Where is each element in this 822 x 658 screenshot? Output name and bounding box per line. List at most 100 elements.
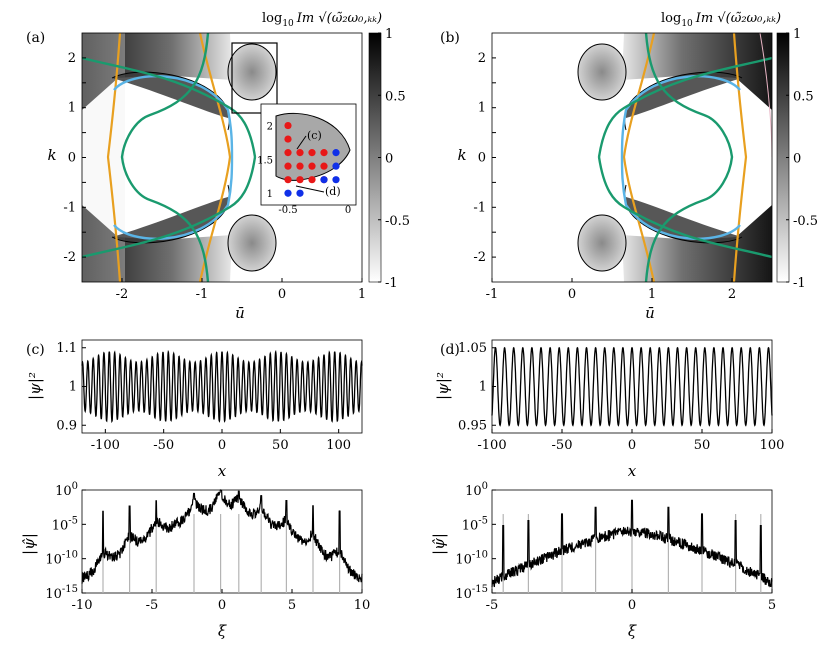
colorbar-tick-label: 0.5	[793, 89, 814, 104]
panel-a-lower-blob	[227, 214, 277, 272]
panel-a: (a) -2-	[26, 11, 410, 322]
inset-red-point	[284, 121, 292, 130]
colorbar-tick-label: -0.5	[793, 214, 818, 229]
y-tick-label: 1	[69, 380, 77, 395]
x-tick-label: -50	[153, 438, 174, 453]
x-tick-label: 10	[354, 598, 371, 613]
panel-a-upper-blob	[227, 43, 277, 101]
x-tick-label: -1	[196, 287, 209, 302]
y-tick-label: 1.1	[56, 341, 77, 356]
inset-y-tick-label: 1	[267, 189, 273, 200]
x-tick-label: 5	[288, 598, 296, 613]
panel-c-xlabel: x	[218, 462, 227, 480]
panel-c-x-ticks: -100 -50 0 50 100	[91, 429, 351, 453]
inset-red-point	[296, 162, 304, 170]
panel-a-colorbar-title: log10 Im √(ω̃₂ω₀,ₖₖ)	[262, 11, 382, 29]
panel-c-series-line	[81, 349, 363, 424]
y-tick-label: 10-10	[455, 550, 488, 568]
panel-d-xlabel: x	[628, 462, 637, 480]
inset-y-tick-label: 1.5	[257, 155, 273, 166]
y-tick-label: -2	[473, 250, 486, 265]
x-tick-label: 50	[272, 438, 289, 453]
inset-red-point	[284, 135, 292, 143]
panel-a-zoom-box	[231, 42, 278, 114]
x-tick-label: 5	[768, 598, 776, 613]
panel-d: (d) -100 -50 0 50 100 1.05 1 0.95 x |ψ|²	[434, 339, 784, 480]
colorbar-tick-label: -1	[793, 276, 806, 291]
y-tick-label: -2	[63, 250, 76, 265]
inset-red-point	[296, 176, 304, 184]
inset-red-point	[308, 176, 316, 184]
x-tick-label: -10	[72, 598, 93, 613]
panel-b-y-ticks: 2 1 0 -1 -2	[473, 51, 496, 265]
colorbar-tick-label: 0	[793, 152, 801, 167]
x-tick-label: -1	[486, 287, 499, 302]
y-tick-label: -1	[473, 200, 486, 215]
x-tick-label: -5	[146, 598, 159, 613]
panel-b: (b) -1 0 1 2 2 1 0 -1 -2 ū k 1 0.5 0 -0.5 -1 log10 I…	[440, 11, 818, 322]
panel-a-inset: -0.5 0 2 1.5 1 (c) (d)	[257, 103, 357, 216]
panel-b-colorbar-ticks: 1 0.5 0 -0.5 -1	[786, 27, 818, 291]
y-tick-label: 0.9	[56, 418, 77, 433]
panel-c-label: (c)	[26, 342, 45, 358]
inset-blue-point	[332, 162, 340, 170]
inset-x-tick-label: 0	[345, 205, 351, 216]
x-tick-label: 0	[218, 598, 226, 613]
panel-c: (c) -100 -50 0 50 100 1.1 1 0.9 x |ψ|²	[26, 339, 363, 480]
panel-b-lower-blob	[577, 214, 627, 272]
y-tick-label: 0.95	[458, 418, 487, 433]
panel-a-y-ticks: 2 1 0 -1 -2	[63, 51, 86, 265]
panel-c-ylabel: |ψ|²	[26, 372, 44, 400]
panel-c-spectrum-peaks	[102, 514, 341, 593]
panel-c-spectrum-y-ticks: 100 10-5 10-10 10-15	[45, 481, 86, 602]
inset-blue-point	[332, 176, 340, 184]
panel-d-y-ticks: 1.05 1 0.95	[458, 341, 496, 433]
x-tick-label: -100	[477, 438, 506, 453]
inset-annotation-c: (c)	[307, 129, 322, 142]
panel-d-label: (d)	[440, 342, 460, 358]
y-tick-label: 0	[478, 151, 486, 166]
inset-annotation-d: (d)	[325, 185, 341, 198]
panel-b-label: (b)	[440, 30, 460, 46]
inset-red-point	[308, 162, 316, 170]
inset-red-point	[308, 149, 316, 157]
panel-d-x-ticks: -100 -50 0 50 100	[477, 429, 784, 453]
x-tick-label: -50	[552, 438, 573, 453]
inset-blue-point	[284, 189, 292, 197]
inset-red-point	[320, 149, 328, 157]
x-tick-label: 0	[568, 287, 576, 302]
x-tick-label: 1	[648, 287, 656, 302]
panel-a-x-ticks: -2 -1 0 1	[116, 278, 366, 302]
x-tick-label: 0	[628, 438, 636, 453]
y-tick-label: 2	[68, 51, 76, 66]
panel-d-spectrum-ylabel: |ψ̂|	[430, 533, 448, 555]
y-tick-label: 10-5	[462, 515, 488, 533]
colorbar-tick-label: -0.5	[385, 214, 410, 229]
y-tick-label: 10-5	[52, 515, 78, 533]
x-tick-label: 0	[628, 598, 636, 613]
y-tick-label: 1.05	[458, 341, 487, 356]
panel-d-spectrum-xlabel: ξ	[628, 622, 637, 640]
x-tick-label: -100	[91, 438, 120, 453]
panel-b-heatmap	[577, 33, 772, 282]
panel-c-spectrum-x-ticks: -10 -5 0 5 10	[72, 589, 371, 613]
x-tick-label: 0	[278, 287, 286, 302]
x-tick-label: 100	[760, 438, 785, 453]
inset-red-point	[284, 176, 292, 184]
x-tick-label: 0	[218, 438, 226, 453]
panel-a-ylabel: k	[47, 146, 56, 164]
panel-c-spectrum-xlabel: ξ	[218, 622, 227, 640]
panel-b-xlabel: ū	[645, 304, 655, 322]
panel-b-x-ticks: -1 0 1 2	[486, 278, 736, 302]
panel-c-spectrum: -10 -5 0 5 10 100 10-5 10-10 10-15 ξ |ψ̂|	[20, 481, 370, 640]
panel-d-spectrum-peaks	[502, 514, 762, 593]
panel-b-colorbar-title: log10 Im √(ω̃₂ω₀,ₖₖ)	[661, 11, 781, 29]
colorbar-tick-label: -1	[385, 276, 398, 291]
panel-c-spectrum-ylabel: |ψ̂|	[20, 533, 38, 555]
panel-d-ylabel: |ψ|²	[434, 372, 452, 400]
x-tick-label: 1	[358, 287, 366, 302]
inset-red-point	[284, 162, 292, 170]
y-tick-label: 1	[68, 101, 76, 116]
colorbar-tick-label: 0.5	[385, 89, 406, 104]
